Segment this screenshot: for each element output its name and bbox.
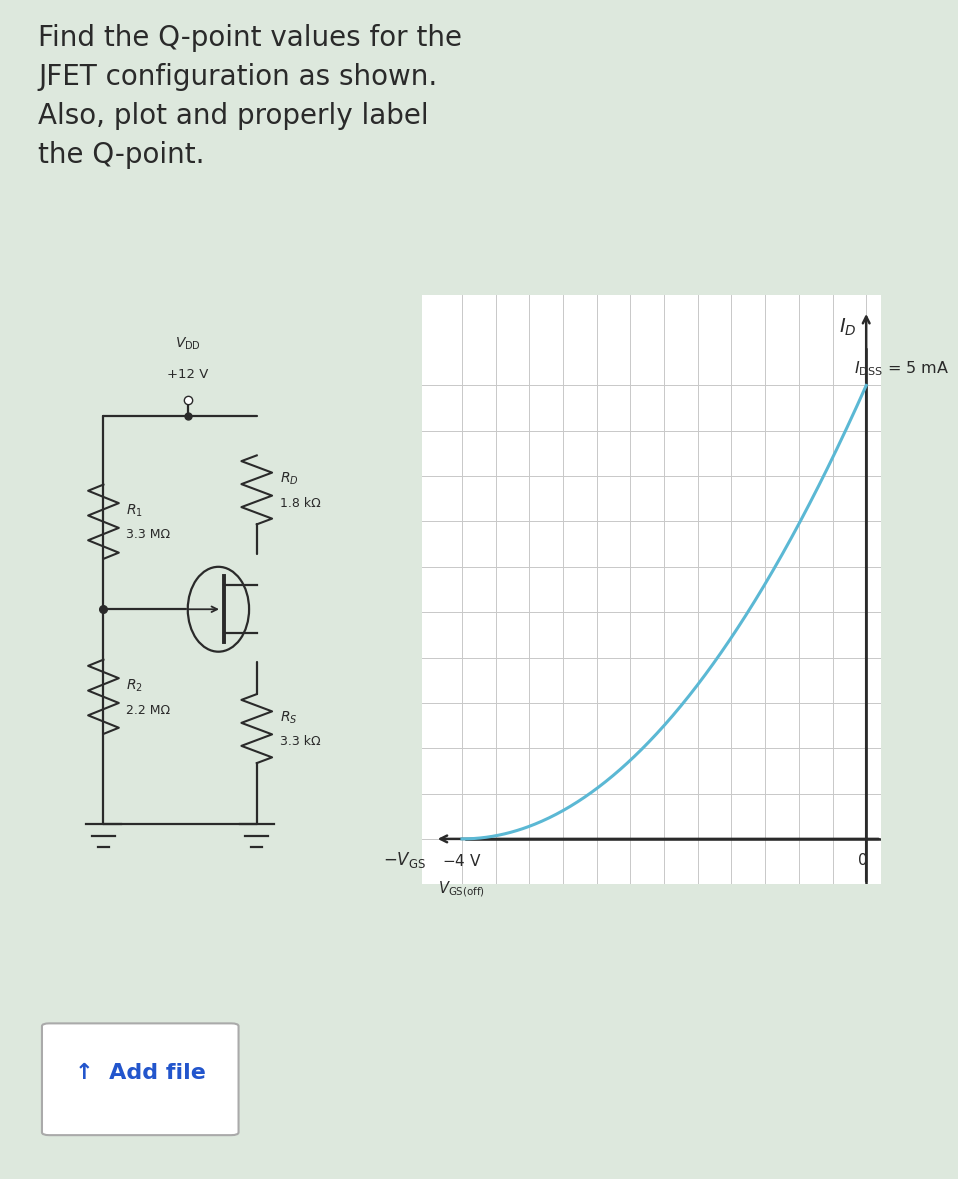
Text: 2.2 MΩ: 2.2 MΩ bbox=[126, 704, 171, 717]
Text: 1.8 kΩ: 1.8 kΩ bbox=[280, 496, 321, 509]
Text: $R_S$: $R_S$ bbox=[280, 710, 297, 726]
Text: $R_2$: $R_2$ bbox=[126, 678, 144, 694]
Text: $V_\mathrm{DD}$: $V_\mathrm{DD}$ bbox=[174, 336, 201, 353]
Text: 3.3 kΩ: 3.3 kΩ bbox=[280, 736, 320, 749]
FancyBboxPatch shape bbox=[42, 1023, 239, 1135]
Text: 3.3 MΩ: 3.3 MΩ bbox=[126, 528, 171, 541]
Text: $-4\ \mathrm{V}$: $-4\ \mathrm{V}$ bbox=[442, 852, 482, 869]
Text: ↑  Add file: ↑ Add file bbox=[75, 1063, 206, 1082]
Text: $I_\mathrm{DSS}$ = 5 mA: $I_\mathrm{DSS}$ = 5 mA bbox=[855, 360, 949, 378]
Text: $-V_\mathrm{GS}$: $-V_\mathrm{GS}$ bbox=[383, 850, 426, 870]
Text: $R_D$: $R_D$ bbox=[280, 472, 299, 487]
Text: 0: 0 bbox=[858, 852, 868, 868]
Text: $V_\mathrm{GS(off)}$: $V_\mathrm{GS(off)}$ bbox=[439, 880, 486, 900]
Text: $I_D$: $I_D$ bbox=[839, 316, 856, 338]
Text: Find the Q-point values for the
JFET configuration as shown.
Also, plot and prop: Find the Q-point values for the JFET con… bbox=[38, 24, 463, 169]
Text: $R_1$: $R_1$ bbox=[126, 503, 144, 519]
Text: +12 V: +12 V bbox=[167, 368, 209, 381]
